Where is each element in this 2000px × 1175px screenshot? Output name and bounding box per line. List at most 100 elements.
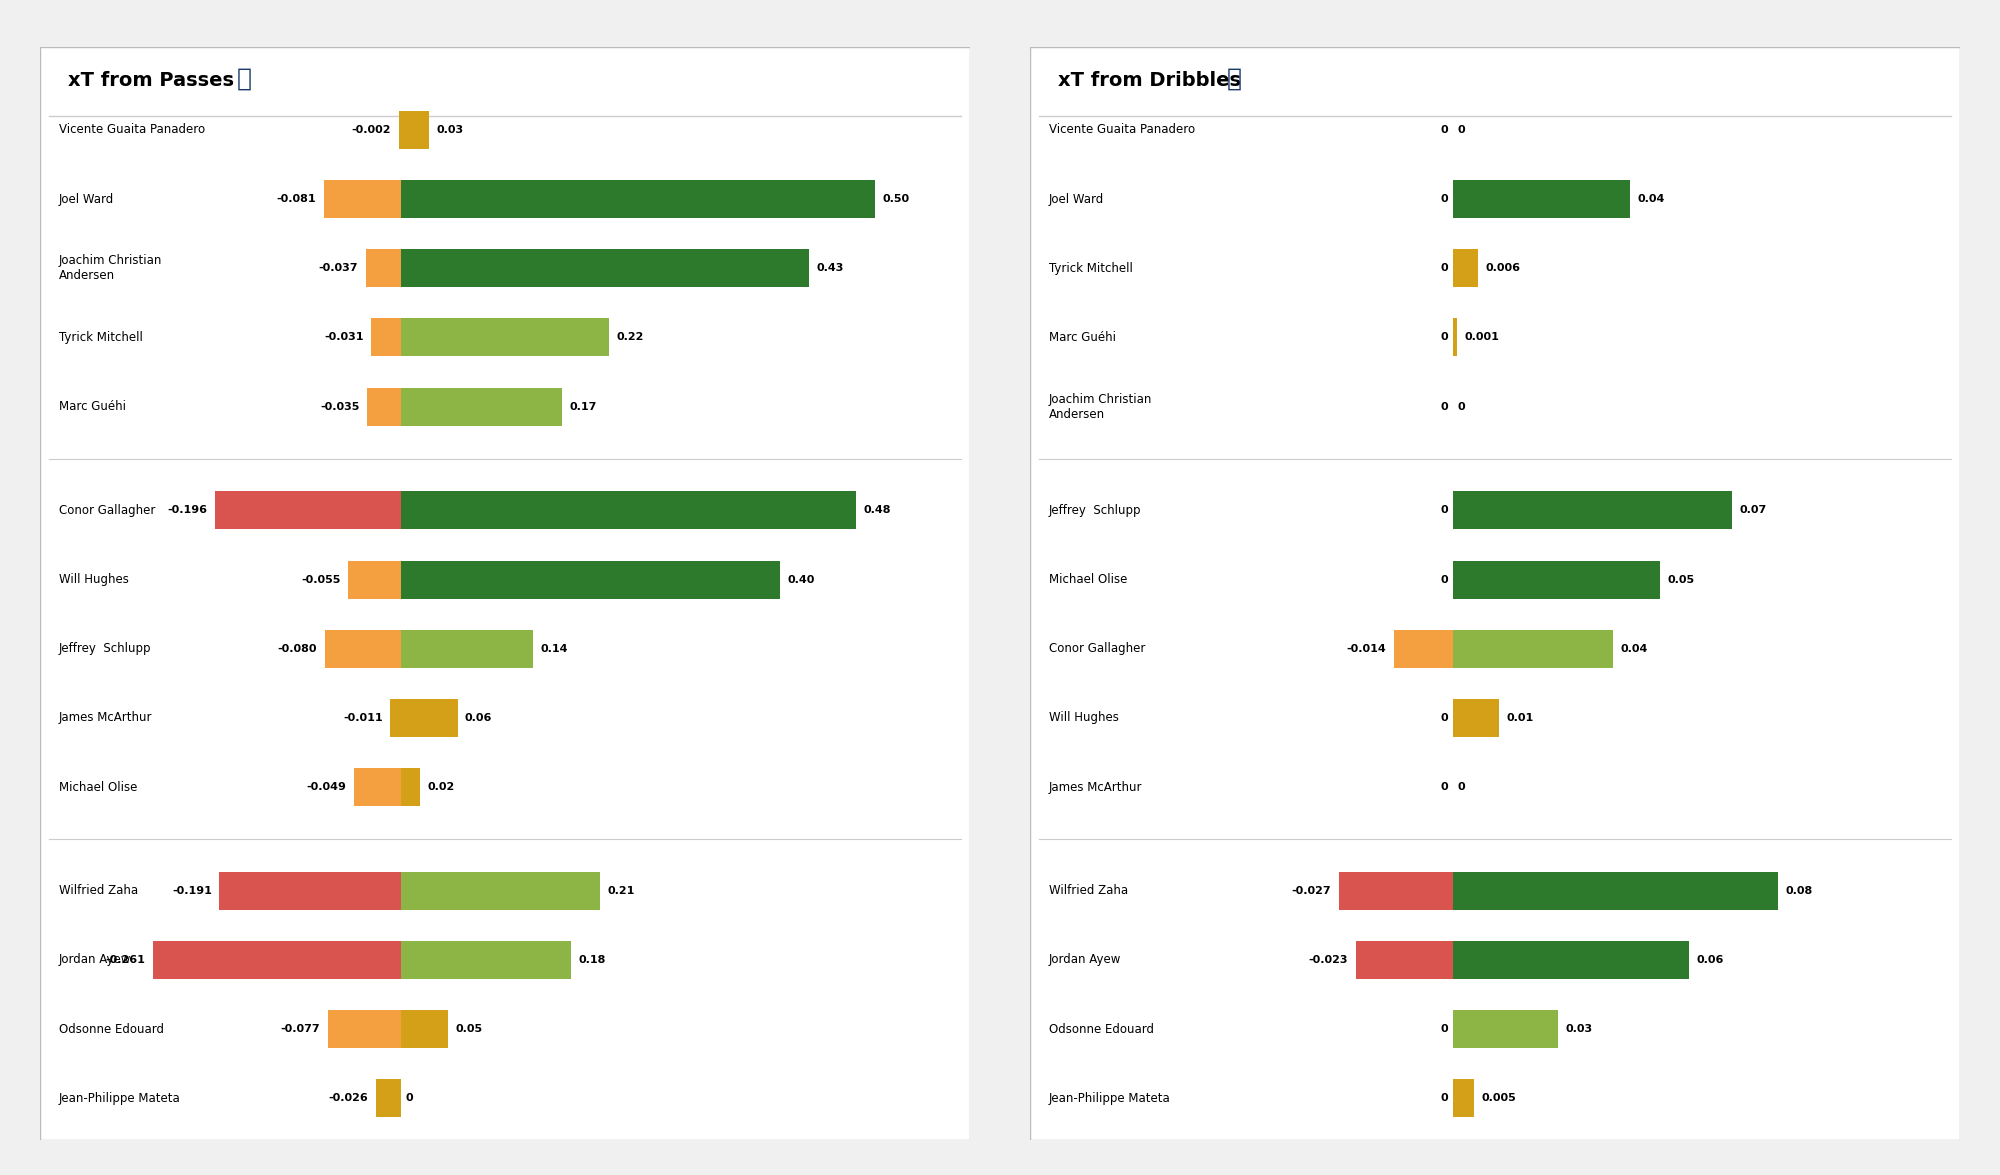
- Text: Odsonne Edouard: Odsonne Edouard: [58, 1022, 164, 1035]
- Bar: [1452, 872, 1778, 909]
- Bar: [324, 630, 400, 667]
- Bar: [1452, 699, 1500, 737]
- Text: Joachim Christian
Andersen: Joachim Christian Andersen: [58, 254, 162, 282]
- Text: 0.06: 0.06: [464, 713, 492, 723]
- FancyBboxPatch shape: [40, 47, 970, 1140]
- Text: -0.026: -0.026: [328, 1093, 368, 1103]
- Text: Tyrick Mitchell: Tyrick Mitchell: [58, 331, 142, 344]
- Text: -0.011: -0.011: [344, 713, 382, 723]
- Text: Will Hughes: Will Hughes: [1048, 711, 1118, 724]
- Bar: [400, 768, 420, 806]
- Text: 0: 0: [1440, 125, 1448, 135]
- Bar: [400, 699, 458, 737]
- Text: -0.191: -0.191: [172, 886, 212, 895]
- Text: 🦅: 🦅: [238, 66, 252, 90]
- Text: -0.014: -0.014: [1346, 644, 1386, 653]
- Text: 0.07: 0.07: [1740, 505, 1766, 516]
- Bar: [1452, 1079, 1474, 1117]
- Text: 0.43: 0.43: [816, 263, 844, 274]
- Text: Joel Ward: Joel Ward: [1048, 193, 1104, 206]
- Text: 0.03: 0.03: [1566, 1025, 1592, 1034]
- Text: 0.08: 0.08: [1786, 886, 1812, 895]
- Bar: [400, 249, 808, 288]
- Text: 0.21: 0.21: [608, 886, 634, 895]
- Bar: [1452, 941, 1690, 979]
- Text: 0.005: 0.005: [1482, 1093, 1516, 1103]
- Text: 0.03: 0.03: [436, 125, 464, 135]
- Bar: [400, 491, 856, 530]
- Text: 0.14: 0.14: [540, 644, 568, 653]
- Bar: [390, 699, 400, 737]
- Text: Jeffrey  Schlupp: Jeffrey Schlupp: [58, 643, 152, 656]
- Text: Marc Guéhi: Marc Guéhi: [58, 401, 126, 414]
- Text: 0.40: 0.40: [788, 575, 816, 584]
- Text: 0: 0: [1440, 402, 1448, 411]
- FancyBboxPatch shape: [1030, 47, 1960, 1140]
- Text: -0.031: -0.031: [324, 333, 364, 342]
- Text: Jeffrey  Schlupp: Jeffrey Schlupp: [1048, 504, 1142, 517]
- Text: -0.261: -0.261: [106, 955, 146, 965]
- Text: Odsonne Edouard: Odsonne Edouard: [1048, 1022, 1154, 1035]
- Text: 0.05: 0.05: [1668, 575, 1694, 584]
- Text: -0.077: -0.077: [280, 1025, 320, 1034]
- Text: 0.04: 0.04: [1638, 194, 1666, 204]
- Bar: [214, 491, 400, 530]
- Text: 0: 0: [1440, 783, 1448, 792]
- Bar: [1452, 1010, 1558, 1048]
- Text: 0.02: 0.02: [428, 783, 454, 792]
- Text: -0.080: -0.080: [278, 644, 318, 653]
- Text: -0.055: -0.055: [302, 575, 340, 584]
- Bar: [1452, 249, 1478, 288]
- Text: 0: 0: [1440, 1093, 1448, 1103]
- Text: 0: 0: [1440, 575, 1448, 584]
- Text: 0.01: 0.01: [1506, 713, 1534, 723]
- Text: -0.035: -0.035: [320, 402, 360, 411]
- Text: -0.023: -0.023: [1308, 955, 1348, 965]
- Text: -0.196: -0.196: [168, 505, 208, 516]
- Text: 0.48: 0.48: [864, 505, 892, 516]
- Bar: [1452, 630, 1614, 667]
- Text: Jordan Ayew: Jordan Ayew: [58, 953, 130, 966]
- Bar: [1394, 630, 1452, 667]
- Text: Conor Gallagher: Conor Gallagher: [58, 504, 154, 517]
- Bar: [400, 388, 562, 425]
- Bar: [1338, 872, 1452, 909]
- Text: 0: 0: [1458, 402, 1466, 411]
- Text: Wilfried Zaha: Wilfried Zaha: [1048, 885, 1128, 898]
- Bar: [1452, 491, 1732, 530]
- Text: 0.006: 0.006: [1486, 263, 1520, 274]
- Text: Michael Olise: Michael Olise: [58, 780, 136, 793]
- Text: 0: 0: [1458, 125, 1466, 135]
- Bar: [400, 110, 430, 149]
- Text: Wilfried Zaha: Wilfried Zaha: [58, 885, 138, 898]
- Bar: [328, 1010, 400, 1048]
- Bar: [400, 318, 610, 356]
- Bar: [400, 560, 780, 598]
- Text: 0: 0: [1440, 333, 1448, 342]
- Text: 0.18: 0.18: [578, 955, 606, 965]
- Bar: [400, 1010, 448, 1048]
- Text: James McArthur: James McArthur: [1048, 780, 1142, 793]
- Bar: [354, 768, 400, 806]
- Bar: [372, 318, 400, 356]
- Bar: [348, 560, 400, 598]
- Bar: [400, 630, 534, 667]
- Text: Tyrick Mitchell: Tyrick Mitchell: [1048, 262, 1132, 275]
- Text: Vicente Guaita Panadero: Vicente Guaita Panadero: [58, 123, 204, 136]
- Text: 0.06: 0.06: [1696, 955, 1724, 965]
- Text: Jean-Philippe Mateta: Jean-Philippe Mateta: [1048, 1092, 1170, 1104]
- Text: 🦅: 🦅: [1228, 66, 1242, 90]
- Text: 0.04: 0.04: [1620, 644, 1648, 653]
- Text: -0.049: -0.049: [306, 783, 346, 792]
- Text: 0: 0: [1440, 194, 1448, 204]
- Text: 0: 0: [406, 1093, 412, 1103]
- Text: 0: 0: [1440, 263, 1448, 274]
- Bar: [324, 180, 400, 219]
- Text: 0.05: 0.05: [456, 1025, 482, 1034]
- Text: -0.002: -0.002: [352, 125, 392, 135]
- Text: 0.17: 0.17: [570, 402, 596, 411]
- Text: Vicente Guaita Panadero: Vicente Guaita Panadero: [1048, 123, 1194, 136]
- Text: Joel Ward: Joel Ward: [58, 193, 114, 206]
- Bar: [366, 249, 400, 288]
- Bar: [152, 941, 400, 979]
